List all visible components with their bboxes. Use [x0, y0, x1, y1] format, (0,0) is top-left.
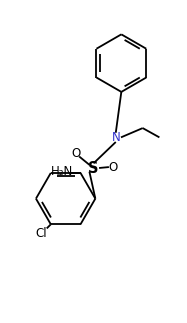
Text: H₂N: H₂N: [51, 165, 73, 179]
Text: N: N: [111, 131, 120, 144]
Text: O: O: [71, 147, 80, 160]
Text: Cl: Cl: [36, 227, 47, 240]
Text: S: S: [88, 162, 99, 176]
Text: O: O: [108, 161, 118, 173]
